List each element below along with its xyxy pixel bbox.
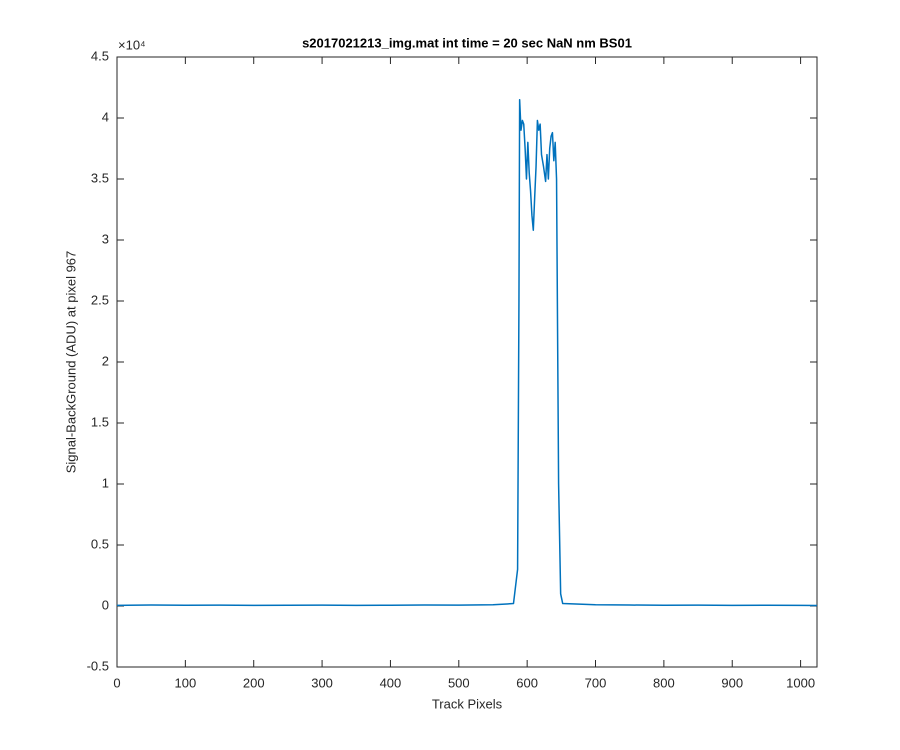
x-tick-label: 100	[175, 675, 197, 690]
x-tick-label: 500	[448, 675, 470, 690]
x-tick-label: 1000	[786, 675, 815, 690]
x-tick-label: 900	[721, 675, 743, 690]
y-tick-label: 2.5	[91, 292, 109, 307]
y-tick-label: 2	[102, 353, 109, 368]
x-tick-label: 800	[653, 675, 675, 690]
data-line	[116, 98, 818, 607]
y-tick-label: 0	[102, 597, 109, 612]
y-tick-label: 4.5	[91, 48, 109, 63]
y-axis-label: Signal-BackGround (ADU) at pixel 967	[63, 251, 78, 474]
y-tick-label: 4	[102, 109, 109, 124]
x-tick-label: 400	[380, 675, 402, 690]
y-exponent-label: ×10⁴	[118, 37, 146, 52]
x-tick-label: 300	[311, 675, 333, 690]
y-tick-label: 0.5	[91, 536, 109, 551]
x-tick-label: 200	[243, 675, 265, 690]
y-tick-label: 3.5	[91, 170, 109, 185]
y-tick-label: 3	[102, 231, 109, 246]
y-tick-label: -0.5	[87, 658, 109, 673]
x-tick-label: 600	[516, 675, 538, 690]
y-tick-label: 1	[102, 475, 109, 490]
x-tick-label: 0	[113, 675, 120, 690]
x-tick-label: 700	[585, 675, 607, 690]
x-axis-label: Track Pixels	[432, 696, 503, 711]
plot-frame	[116, 56, 818, 668]
chart-title: s2017021213_img.mat int time = 20 sec Na…	[302, 35, 632, 50]
y-tick-label: 1.5	[91, 414, 109, 429]
